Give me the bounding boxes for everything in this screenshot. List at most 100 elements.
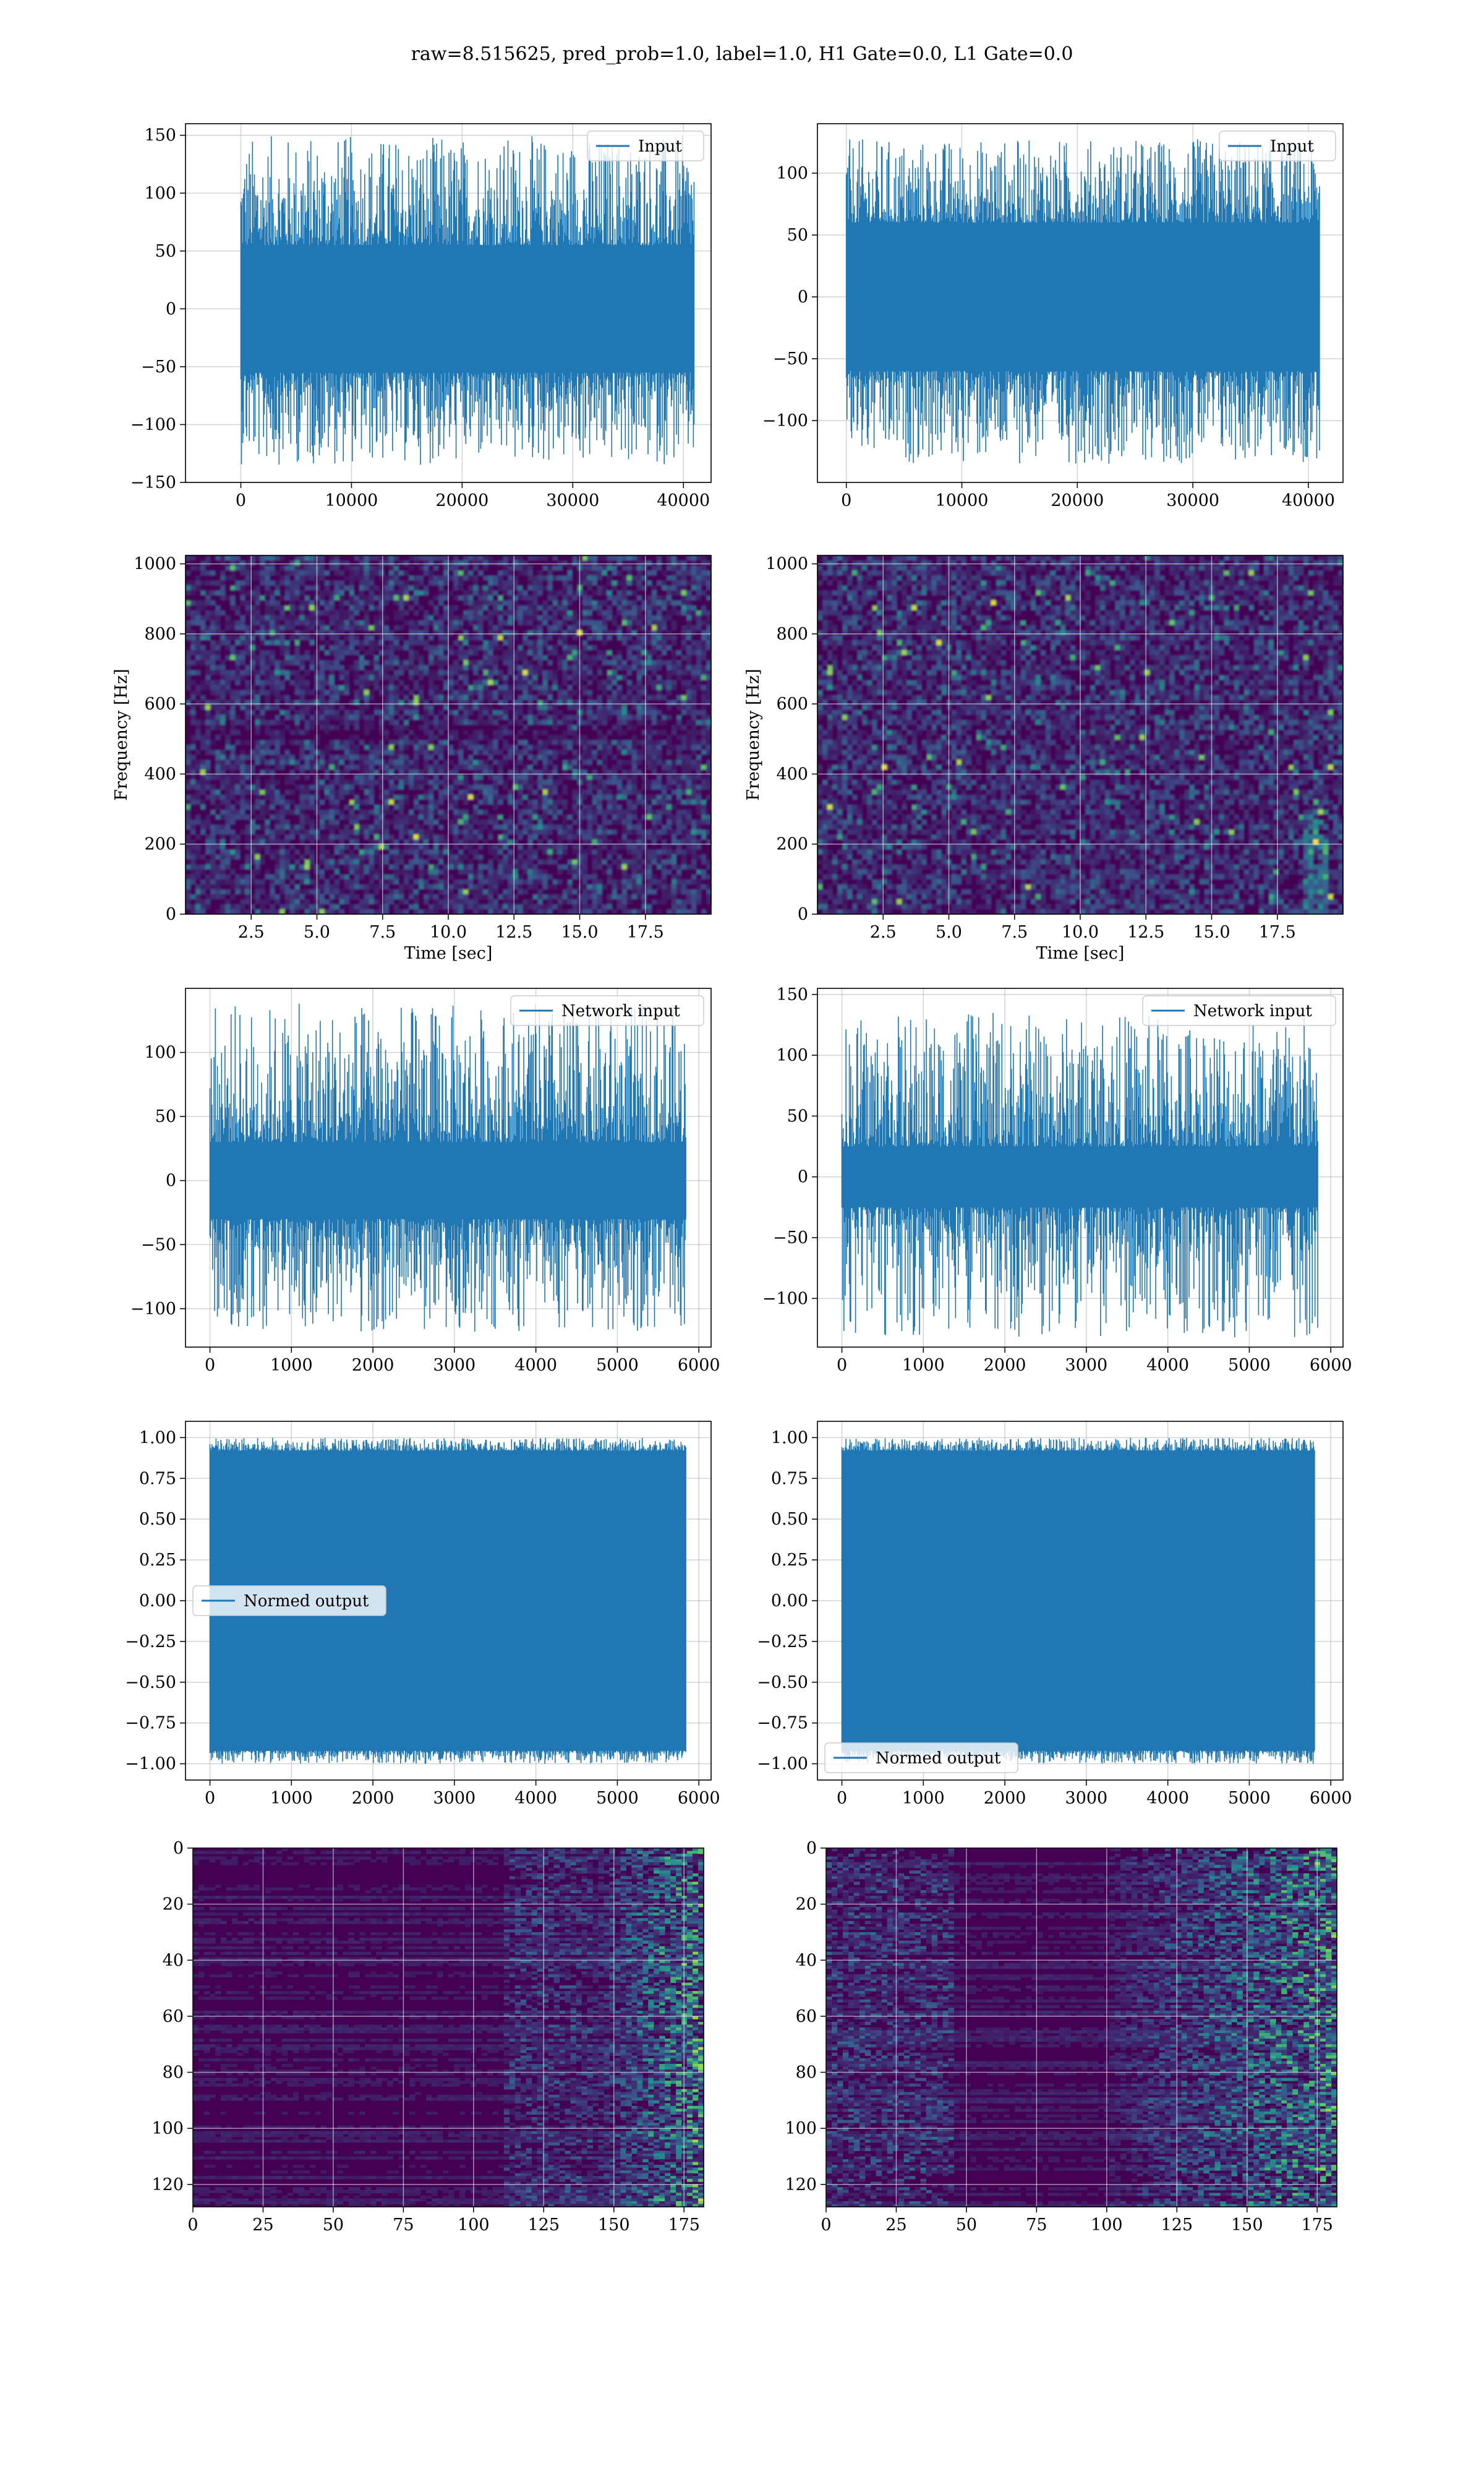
x-tick-label: 10000 bbox=[936, 491, 989, 510]
y-tick-label: 50 bbox=[787, 226, 808, 245]
y-tick-label: −1.00 bbox=[757, 1755, 808, 1774]
y-tick-label: −1.00 bbox=[125, 1755, 176, 1774]
y-tick-label: 0.75 bbox=[771, 1469, 808, 1488]
y-tick-label: 1000 bbox=[134, 555, 176, 574]
x-tick-label: 150 bbox=[598, 2215, 630, 2235]
y-tick-label: 80 bbox=[796, 2063, 817, 2082]
x-tick-label: 10.0 bbox=[1062, 923, 1099, 942]
x-tick-label: 0 bbox=[205, 1789, 215, 1808]
x-tick-label: 75 bbox=[393, 2215, 414, 2235]
y-tick-label: −0.50 bbox=[757, 1673, 808, 1692]
x-tick-label: 6000 bbox=[1310, 1356, 1352, 1375]
x-tick-label: 2.5 bbox=[238, 923, 265, 942]
series-spikes bbox=[210, 1004, 686, 1332]
y-tick-label: −0.50 bbox=[125, 1673, 176, 1692]
legend-label: Normed output bbox=[244, 1592, 369, 1611]
x-tick-label: 7.5 bbox=[369, 923, 396, 942]
x-tick-label: 5.0 bbox=[936, 923, 962, 942]
x-tick-label: 0 bbox=[205, 1356, 215, 1375]
x-tick-label: 100 bbox=[1091, 2215, 1123, 2235]
y-tick-label: 800 bbox=[144, 625, 176, 644]
series-spikes bbox=[842, 1437, 1315, 1763]
y-tick-label: 0.25 bbox=[139, 1551, 176, 1570]
y-tick-label: 100 bbox=[144, 1043, 176, 1063]
axes-normed-h1: 0 1000 2000 3000 4000 5000 6000−1.00−0.75−0.50… bbox=[125, 1421, 720, 1808]
y-tick-label: 0.75 bbox=[139, 1469, 176, 1488]
y-tick-label: 60 bbox=[163, 2007, 184, 2026]
y-tick-label: 400 bbox=[144, 764, 176, 784]
y-axis-label: Frequency [Hz] bbox=[112, 669, 131, 800]
axes-spec-h1: 2.5 5.0 7.5 10.0 12.5 15.0 17.5020040060080010… bbox=[112, 555, 712, 963]
y-axis-label: Frequency [Hz] bbox=[744, 669, 763, 800]
x-tick-label: 25 bbox=[885, 2215, 906, 2235]
y-tick-label: 0 bbox=[166, 905, 176, 924]
x-tick-label: 2000 bbox=[984, 1789, 1026, 1808]
x-tick-label: 5000 bbox=[1228, 1356, 1271, 1375]
y-tick-label: 60 bbox=[796, 2007, 817, 2026]
legend: Input bbox=[1219, 131, 1336, 161]
x-tick-label: 0 bbox=[821, 2215, 831, 2235]
y-tick-label: −100 bbox=[762, 1289, 808, 1308]
x-tick-label: 0 bbox=[837, 1356, 847, 1375]
axes-normed-l1: 0 1000 2000 3000 4000 5000 6000−1.00−0.75−0.50… bbox=[757, 1421, 1352, 1808]
legend-label: Input bbox=[638, 137, 682, 156]
x-tick-label: 10.0 bbox=[430, 923, 467, 942]
y-tick-label: −0.25 bbox=[125, 1632, 176, 1651]
y-tick-label: 50 bbox=[155, 1107, 176, 1126]
legend-label: Network input bbox=[561, 1002, 680, 1021]
legend: Network input bbox=[511, 996, 704, 1025]
axes-input-h1: 0 10000 20000 30000 40000−150−100−5005010015… bbox=[130, 124, 711, 510]
x-tick-label: 10000 bbox=[325, 491, 378, 510]
y-tick-label: −50 bbox=[773, 1228, 808, 1248]
x-tick-label: 25 bbox=[252, 2215, 273, 2235]
y-tick-label: 200 bbox=[144, 835, 176, 854]
y-tick-label: 20 bbox=[796, 1895, 817, 1914]
y-tick-label: 100 bbox=[785, 2119, 817, 2138]
y-tick-label: 0.25 bbox=[771, 1551, 808, 1570]
x-tick-label: 2000 bbox=[352, 1789, 394, 1808]
legend: Network input bbox=[1143, 996, 1336, 1025]
x-axis-label: Time [sec] bbox=[1036, 944, 1125, 963]
x-tick-label: 50 bbox=[956, 2215, 977, 2235]
y-tick-label: 80 bbox=[163, 2063, 184, 2082]
axes-spec-l1: 2.5 5.0 7.5 10.0 12.5 15.0 17.5020040060080010… bbox=[744, 555, 1344, 963]
x-tick-label: 0 bbox=[837, 1789, 847, 1808]
x-tick-label: 6000 bbox=[678, 1356, 720, 1375]
y-tick-label: −50 bbox=[141, 357, 176, 377]
y-tick-label: 0 bbox=[798, 1168, 808, 1187]
x-tick-label: 100 bbox=[458, 2215, 490, 2235]
x-tick-label: 20000 bbox=[435, 491, 488, 510]
y-tick-label: −50 bbox=[773, 349, 808, 369]
y-tick-label: 0.50 bbox=[139, 1510, 176, 1529]
y-tick-label: 0 bbox=[798, 905, 808, 924]
y-tick-label: 200 bbox=[776, 835, 808, 854]
x-tick-label: 5000 bbox=[596, 1789, 639, 1808]
x-tick-label: 150 bbox=[1231, 2215, 1263, 2235]
x-tick-label: 175 bbox=[668, 2215, 700, 2235]
y-tick-label: 400 bbox=[776, 764, 808, 784]
y-tick-label: 20 bbox=[163, 1895, 184, 1914]
series-spikes bbox=[842, 1013, 1318, 1337]
y-tick-label: −0.75 bbox=[757, 1714, 808, 1733]
y-tick-label: 0 bbox=[166, 299, 176, 319]
y-tick-label: 1.00 bbox=[139, 1428, 176, 1447]
legend: Normed output bbox=[193, 1586, 386, 1616]
x-tick-label: 0 bbox=[236, 491, 246, 510]
x-tick-label: 20000 bbox=[1051, 491, 1104, 510]
y-tick-label: 600 bbox=[144, 695, 176, 714]
y-tick-label: 0.50 bbox=[771, 1510, 808, 1529]
x-tick-label: 5000 bbox=[596, 1356, 639, 1375]
y-tick-label: 1000 bbox=[765, 555, 808, 574]
x-tick-label: 1000 bbox=[270, 1356, 313, 1375]
x-tick-label: 12.5 bbox=[495, 923, 532, 942]
x-tick-label: 40000 bbox=[657, 491, 710, 510]
x-tick-label: 3000 bbox=[433, 1356, 476, 1375]
y-tick-label: 100 bbox=[144, 184, 176, 203]
heatmap-cells bbox=[193, 1848, 704, 2207]
legend: Input bbox=[587, 131, 704, 161]
y-tick-label: 1.00 bbox=[771, 1428, 808, 1447]
y-tick-label: 0.00 bbox=[771, 1591, 808, 1611]
